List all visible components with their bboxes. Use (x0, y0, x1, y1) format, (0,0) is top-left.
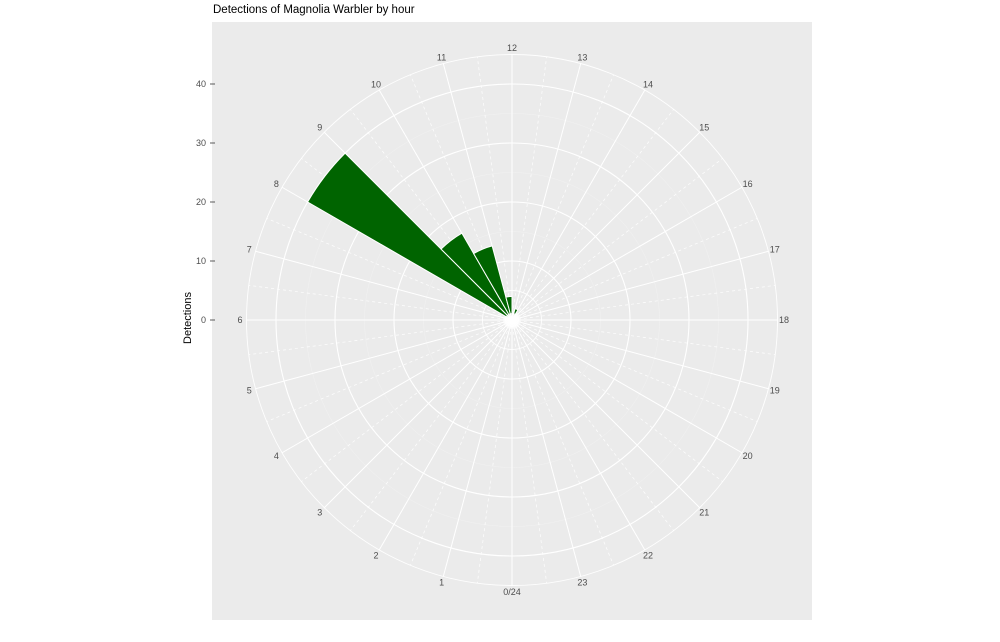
grid-spoke-hour (511, 319, 769, 390)
hour-label-7: 7 (247, 245, 252, 255)
grid-spoke-hour (511, 63, 582, 321)
hour-label-16: 16 (743, 179, 753, 189)
grid-spoke-half-hour (476, 56, 513, 321)
grid-spoke-half-hour (410, 319, 513, 566)
grid-spoke-half-hour (266, 319, 513, 422)
r-axis-label-30: 30 (196, 138, 206, 148)
hour-label-19: 19 (770, 385, 780, 395)
hour-label-22: 22 (643, 551, 653, 561)
grid-spoke-half-hour (248, 284, 513, 321)
grid-spoke-half-hour (511, 319, 614, 566)
grid-spoke-half-hour (511, 74, 614, 321)
hour-label-4: 4 (274, 451, 279, 461)
r-axis-label-10: 10 (196, 256, 206, 266)
grid-spoke-half-hour (511, 218, 758, 321)
hour-label-9: 9 (317, 123, 322, 133)
grid-spoke-hour (511, 319, 646, 551)
hour-label-5: 5 (247, 385, 252, 395)
grid-spoke-hour (511, 250, 769, 321)
hour-label-10: 10 (371, 79, 381, 89)
chart-title: Detections of Magnolia Warbler by hour (213, 4, 415, 16)
hour-label-13: 13 (577, 52, 587, 62)
hour-label-0-24: 0/24 (503, 587, 521, 597)
hour-label-1: 1 (439, 578, 444, 588)
grid-spoke-hour (255, 250, 513, 321)
detections-bar-hour-8 (306, 152, 513, 321)
hour-label-2: 2 (373, 551, 378, 561)
grid-spoke-half-hour (248, 319, 513, 356)
hour-label-18: 18 (779, 315, 789, 325)
hour-label-23: 23 (577, 578, 587, 588)
grid-spoke-hour (378, 319, 513, 551)
grid-spoke-half-hour (511, 158, 723, 321)
grid-spoke-hour (511, 319, 743, 454)
hour-label-12: 12 (507, 43, 517, 53)
grid-spoke-half-hour (511, 319, 776, 356)
grid-spoke-half-hour (266, 218, 513, 321)
grid-spoke-hour (511, 131, 701, 321)
r-axis-label-0: 0 (201, 315, 206, 325)
hour-label-20: 20 (743, 451, 753, 461)
hour-label-8: 8 (274, 179, 279, 189)
grid-spoke-hour (281, 319, 513, 454)
grid-spoke-hour (255, 319, 513, 390)
grid-spoke-hour (511, 319, 701, 509)
r-axis-label-20: 20 (196, 197, 206, 207)
hour-label-21: 21 (699, 507, 709, 517)
grid-spoke-hour (442, 319, 513, 577)
grid-spoke-half-hour (301, 319, 513, 482)
grid-spoke-hour (511, 319, 582, 577)
grid-spoke-half-hour (476, 319, 513, 584)
grid-spoke-half-hour (511, 319, 723, 482)
hour-label-15: 15 (699, 123, 709, 133)
hour-label-14: 14 (643, 79, 653, 89)
grid-spoke-half-hour (511, 319, 674, 531)
detections-bar-hour-10 (472, 245, 513, 321)
grid-spoke-hour (323, 319, 513, 509)
detections-bar-hour-9 (440, 232, 513, 321)
grid-spoke-half-hour (511, 319, 758, 422)
grid-spoke-half-hour (350, 319, 513, 531)
grid-spoke-half-hour (511, 109, 674, 321)
hour-label-11: 11 (437, 52, 446, 62)
hour-label-3: 3 (317, 507, 322, 517)
grid-spoke-half-hour (511, 319, 548, 584)
hour-label-6: 6 (237, 315, 242, 325)
grid-spoke-half-hour (511, 284, 776, 321)
r-axis-label-40: 40 (196, 79, 206, 89)
grid-spoke-hour (511, 89, 646, 321)
grid-spoke-half-hour (511, 56, 548, 321)
hour-label-17: 17 (770, 245, 780, 255)
center-blob (505, 313, 519, 327)
grid-spoke-hour (511, 186, 743, 321)
